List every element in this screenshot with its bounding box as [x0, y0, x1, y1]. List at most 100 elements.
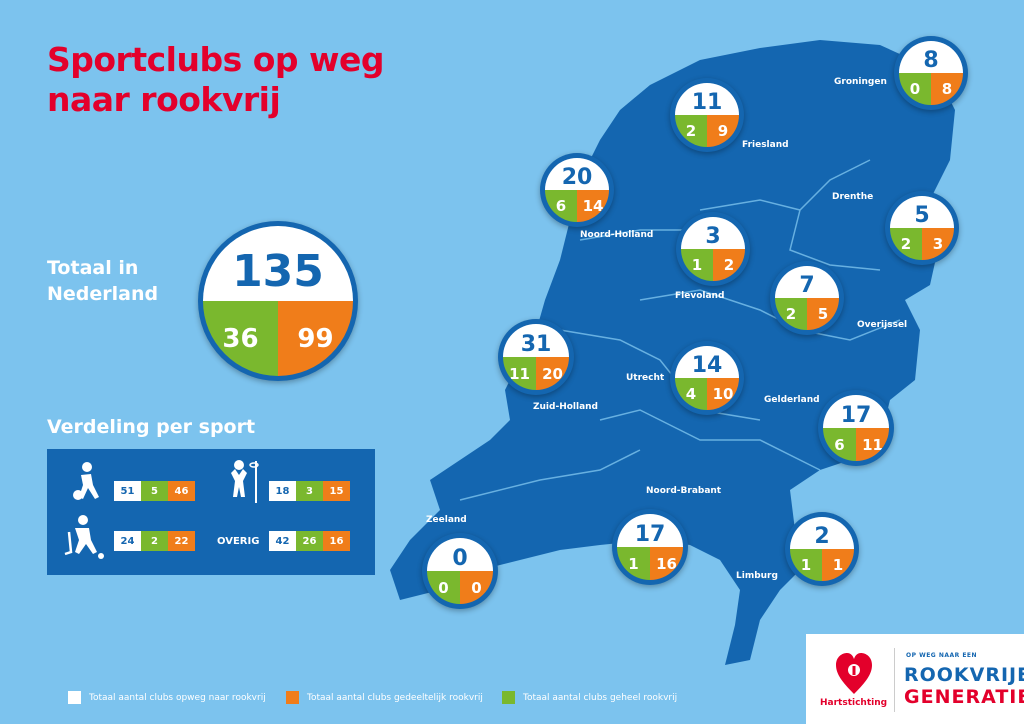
- sport-row-football: 51 5 46: [114, 481, 195, 501]
- friesland-orange: 9: [707, 115, 739, 147]
- badge-zuid-holland: 31 11 20: [498, 319, 574, 395]
- logo-panel: Hartstichting OP WEG NAAR EEN ROOKVRIJE …: [806, 634, 1024, 724]
- korfball-orange: 15: [323, 481, 350, 501]
- total-count: 135: [203, 226, 353, 301]
- overig-total: 42: [269, 531, 296, 551]
- flevoland-orange: 2: [713, 249, 745, 281]
- sport-row-hockey: 24 2 22: [114, 531, 195, 551]
- groningen-green: 0: [899, 73, 931, 105]
- badge-zeeland: 0 0 0: [422, 533, 498, 609]
- noord-holland-green: 6: [545, 190, 577, 222]
- province-label-zeeland: Zeeland: [426, 515, 467, 525]
- friesland-green: 2: [675, 115, 707, 147]
- limburg-total: 2: [790, 517, 854, 549]
- province-label-friesland: Friesland: [742, 140, 789, 150]
- total-green-count: 36: [203, 301, 278, 376]
- noord-brabant-orange: 16: [650, 547, 683, 580]
- badge-drenthe: 5 2 3: [885, 191, 959, 265]
- gelderland-orange: 11: [856, 428, 889, 461]
- football-orange: 46: [168, 481, 195, 501]
- legend-white-label: Totaal aantal clubs opweg naar rookvrij: [89, 692, 266, 703]
- province-label-noord-holland: Noord-Holland: [580, 230, 654, 240]
- limburg-green: 1: [790, 549, 822, 581]
- legend-green: Totaal aantal clubs geheel rookvrij: [502, 691, 677, 704]
- legend-orange: Totaal aantal clubs gedeeltelijk rookvri…: [286, 691, 483, 704]
- noord-holland-orange: 14: [577, 190, 609, 222]
- badge-groningen: 8 0 8: [894, 36, 968, 110]
- drenthe-orange: 3: [922, 228, 954, 260]
- legend-white-swatch: [68, 691, 81, 704]
- province-label-gelderland: Gelderland: [764, 395, 820, 405]
- badge-utrecht: 14 4 10: [670, 341, 744, 415]
- utrecht-orange: 10: [707, 378, 739, 410]
- badge-friesland: 11 2 9: [670, 78, 744, 152]
- province-label-utrecht: Utrecht: [626, 373, 665, 383]
- province-label-zuid-holland: Zuid-Holland: [533, 402, 599, 412]
- overig-orange: 16: [323, 531, 350, 551]
- korfball-player-icon: [231, 460, 259, 503]
- zeeland-orange: 0: [460, 571, 493, 604]
- province-label-flevoland: Flevoland: [675, 291, 725, 301]
- badge-flevoland: 3 1 2: [676, 212, 750, 286]
- groningen-orange: 8: [931, 73, 963, 105]
- noord-holland-total: 20: [545, 158, 609, 190]
- province-label-drenthe: Drenthe: [832, 192, 874, 202]
- zeeland-green: 0: [427, 571, 460, 604]
- legend-orange-swatch: [286, 691, 299, 704]
- province-label-groningen: Groningen: [834, 77, 887, 87]
- korfball-total: 18: [269, 481, 296, 501]
- total-orange-count: 99: [278, 301, 353, 376]
- friesland-total: 11: [675, 83, 739, 115]
- sport-section-title: Verdeling per sport: [47, 416, 256, 438]
- zeeland-total: 0: [427, 538, 493, 571]
- sport-row-overig: 42 26 16: [269, 531, 350, 551]
- campaign-top-text: OP WEG NAAR EEN: [906, 652, 978, 659]
- hockey-green: 2: [141, 531, 168, 551]
- zuid-holland-green: 11: [503, 357, 536, 390]
- hockey-player-icon: [64, 515, 104, 559]
- overijssel-total: 7: [775, 266, 839, 298]
- badge-noord-brabant: 17 1 16: [612, 509, 688, 585]
- hartstichting-heart-logo: [836, 653, 872, 694]
- drenthe-green: 2: [890, 228, 922, 260]
- hockey-orange: 22: [168, 531, 195, 551]
- gelderland-total: 17: [823, 395, 889, 428]
- gelderland-green: 6: [823, 428, 856, 461]
- total-label: Totaal in Nederland: [47, 257, 159, 305]
- utrecht-total: 14: [675, 346, 739, 378]
- total-badge: 135 36 99: [198, 221, 358, 381]
- limburg-orange: 1: [822, 549, 854, 581]
- province-label-noord-brabant: Noord-Brabant: [646, 486, 722, 496]
- football-total: 51: [114, 481, 141, 501]
- hartstichting-label: Hartstichting: [820, 698, 888, 708]
- overig-label: OVERIG: [217, 536, 260, 547]
- hockey-total: 24: [114, 531, 141, 551]
- campaign-line2: GENERATIE: [904, 686, 1024, 708]
- badge-limburg: 2 1 1: [785, 512, 859, 586]
- groningen-total: 8: [899, 41, 963, 73]
- legend-green-label: Totaal aantal clubs geheel rookvrij: [523, 692, 678, 703]
- campaign-line1: ROOKVRIJE: [904, 664, 1024, 686]
- noord-brabant-total: 17: [617, 514, 683, 547]
- badge-noord-holland: 20 6 14: [540, 153, 614, 227]
- overig-green: 26: [296, 531, 323, 551]
- logo-divider: [894, 648, 895, 712]
- korfball-green: 3: [296, 481, 323, 501]
- sport-distribution-panel: 51 5 46 18 3 15 24 2 22 OVERIG 42 26 16: [47, 449, 375, 575]
- page-title: Sportclubs op weg naar rookvrij: [47, 40, 385, 119]
- legend-green-swatch: [502, 691, 515, 704]
- zuid-holland-orange: 20: [536, 357, 569, 390]
- utrecht-green: 4: [675, 378, 707, 410]
- province-label-overijssel: Overijssel: [857, 320, 908, 330]
- sport-row-korfball: 18 3 15: [269, 481, 350, 501]
- football-player-icon: [73, 462, 99, 500]
- zuid-holland-total: 31: [503, 324, 569, 357]
- province-label-limburg: Limburg: [736, 571, 778, 581]
- flevoland-green: 1: [681, 249, 713, 281]
- flevoland-total: 3: [681, 217, 745, 249]
- noord-brabant-green: 1: [617, 547, 650, 580]
- overijssel-orange: 5: [807, 298, 839, 330]
- badge-overijssel: 7 2 5: [770, 261, 844, 335]
- badge-gelderland: 17 6 11: [818, 390, 894, 466]
- football-green: 5: [141, 481, 168, 501]
